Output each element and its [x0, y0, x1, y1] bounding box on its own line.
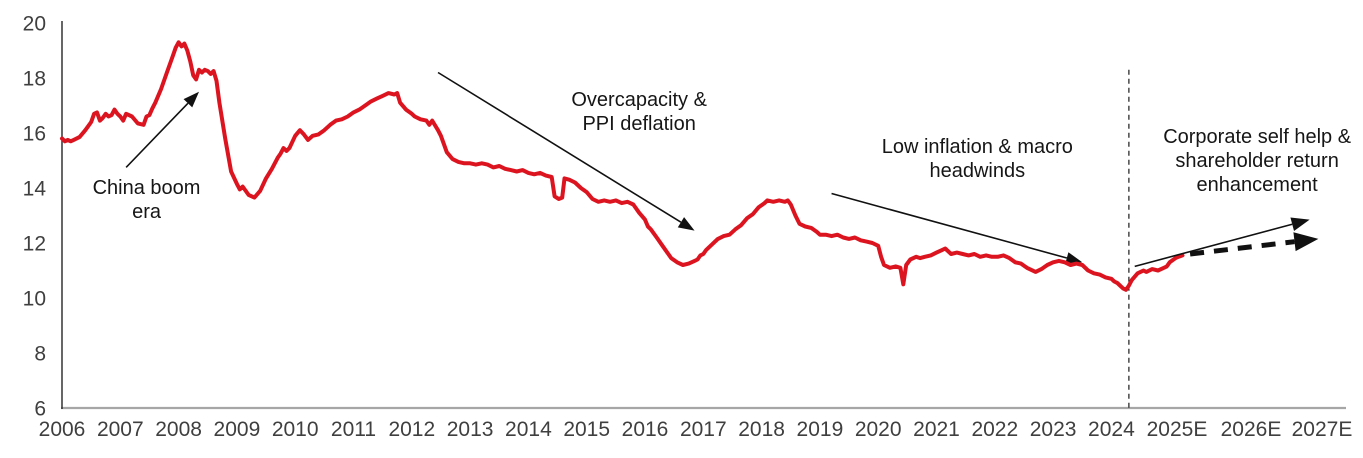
annotation-arrows	[125, 71, 1083, 264]
annotation-text-line: Corporate self help &	[1163, 125, 1352, 148]
y-tick-label: 14	[23, 178, 47, 201]
annotation-corporate-self-help: Corporate self help & shareholder return…	[1163, 125, 1351, 197]
x-tick-label: 2012	[388, 418, 435, 441]
x-tick-label: 2026E	[1221, 418, 1282, 441]
x-tick-label: 2010	[272, 418, 319, 441]
x-tick-label: 2021	[913, 418, 960, 441]
y-tick-label: 12	[23, 233, 46, 256]
x-tick-label: 2019	[797, 418, 844, 441]
valuation-line-series	[60, 40, 1185, 292]
x-tick-label: 2017	[680, 418, 727, 441]
x-tick-label: 2014	[505, 418, 552, 441]
x-tick-label: 2025E	[1147, 418, 1208, 441]
x-tick-label: 2006	[39, 418, 86, 441]
x-tick-label: 2009	[214, 418, 261, 441]
annotation-text-line: headwinds	[929, 159, 1026, 182]
y-axis: 6 8 10 12 14 16 18 20	[23, 13, 63, 421]
projection-dashed-arrow	[1189, 232, 1319, 257]
overcapacity-arrow	[437, 71, 695, 231]
x-tick-label: 2022	[971, 418, 1018, 441]
annotation-text-line: era	[132, 201, 161, 224]
x-tick-label: 2016	[622, 418, 669, 441]
y-tick-label: 18	[23, 68, 46, 91]
x-tick-label: 2015	[563, 418, 610, 441]
annotation-text-line: enhancement	[1196, 173, 1318, 196]
x-axis: 2006 2007 2008 2009 2010 2011 2012 2013 2014 2015…	[39, 406, 1353, 441]
annotation-text-line: Low inflation & macro	[881, 135, 1073, 158]
annotation-text-line: Overcapacity &	[571, 89, 707, 112]
x-tick-label: 2020	[855, 418, 902, 441]
y-tick-label: 8	[34, 343, 46, 366]
annotation-low-inflation-macro-headwinds: Low inflation & macro headwinds	[882, 135, 1073, 183]
annotation-china-boom-era: China boom era	[93, 176, 201, 224]
china-boom-arrow	[125, 91, 200, 168]
x-tick-label: 2007	[97, 418, 144, 441]
y-tick-label: 16	[23, 123, 46, 146]
low-inflation-arrow	[831, 192, 1083, 264]
x-tick-label: 2008	[155, 418, 202, 441]
projection-arrows	[1134, 217, 1319, 268]
y-tick-label: 20	[23, 13, 46, 36]
x-tick-label: 2013	[447, 418, 494, 441]
annotation-text-line: China boom	[92, 177, 201, 200]
y-tick-label: 6	[34, 398, 46, 421]
x-tick-label: 2018	[738, 418, 785, 441]
y-tick-label: 10	[23, 288, 46, 311]
projection-solid-arrow	[1134, 217, 1310, 268]
annotation-text-line: PPI deflation	[582, 113, 696, 136]
x-tick-label: 2024	[1088, 418, 1135, 441]
annotation-overcapacity-ppi-deflation: Overcapacity & PPI deflation	[571, 88, 707, 136]
x-tick-label: 2027E	[1292, 418, 1353, 441]
x-tick-label: 2011	[331, 418, 376, 441]
annotation-text-line: shareholder return	[1175, 149, 1339, 172]
x-tick-label: 2023	[1030, 418, 1077, 441]
